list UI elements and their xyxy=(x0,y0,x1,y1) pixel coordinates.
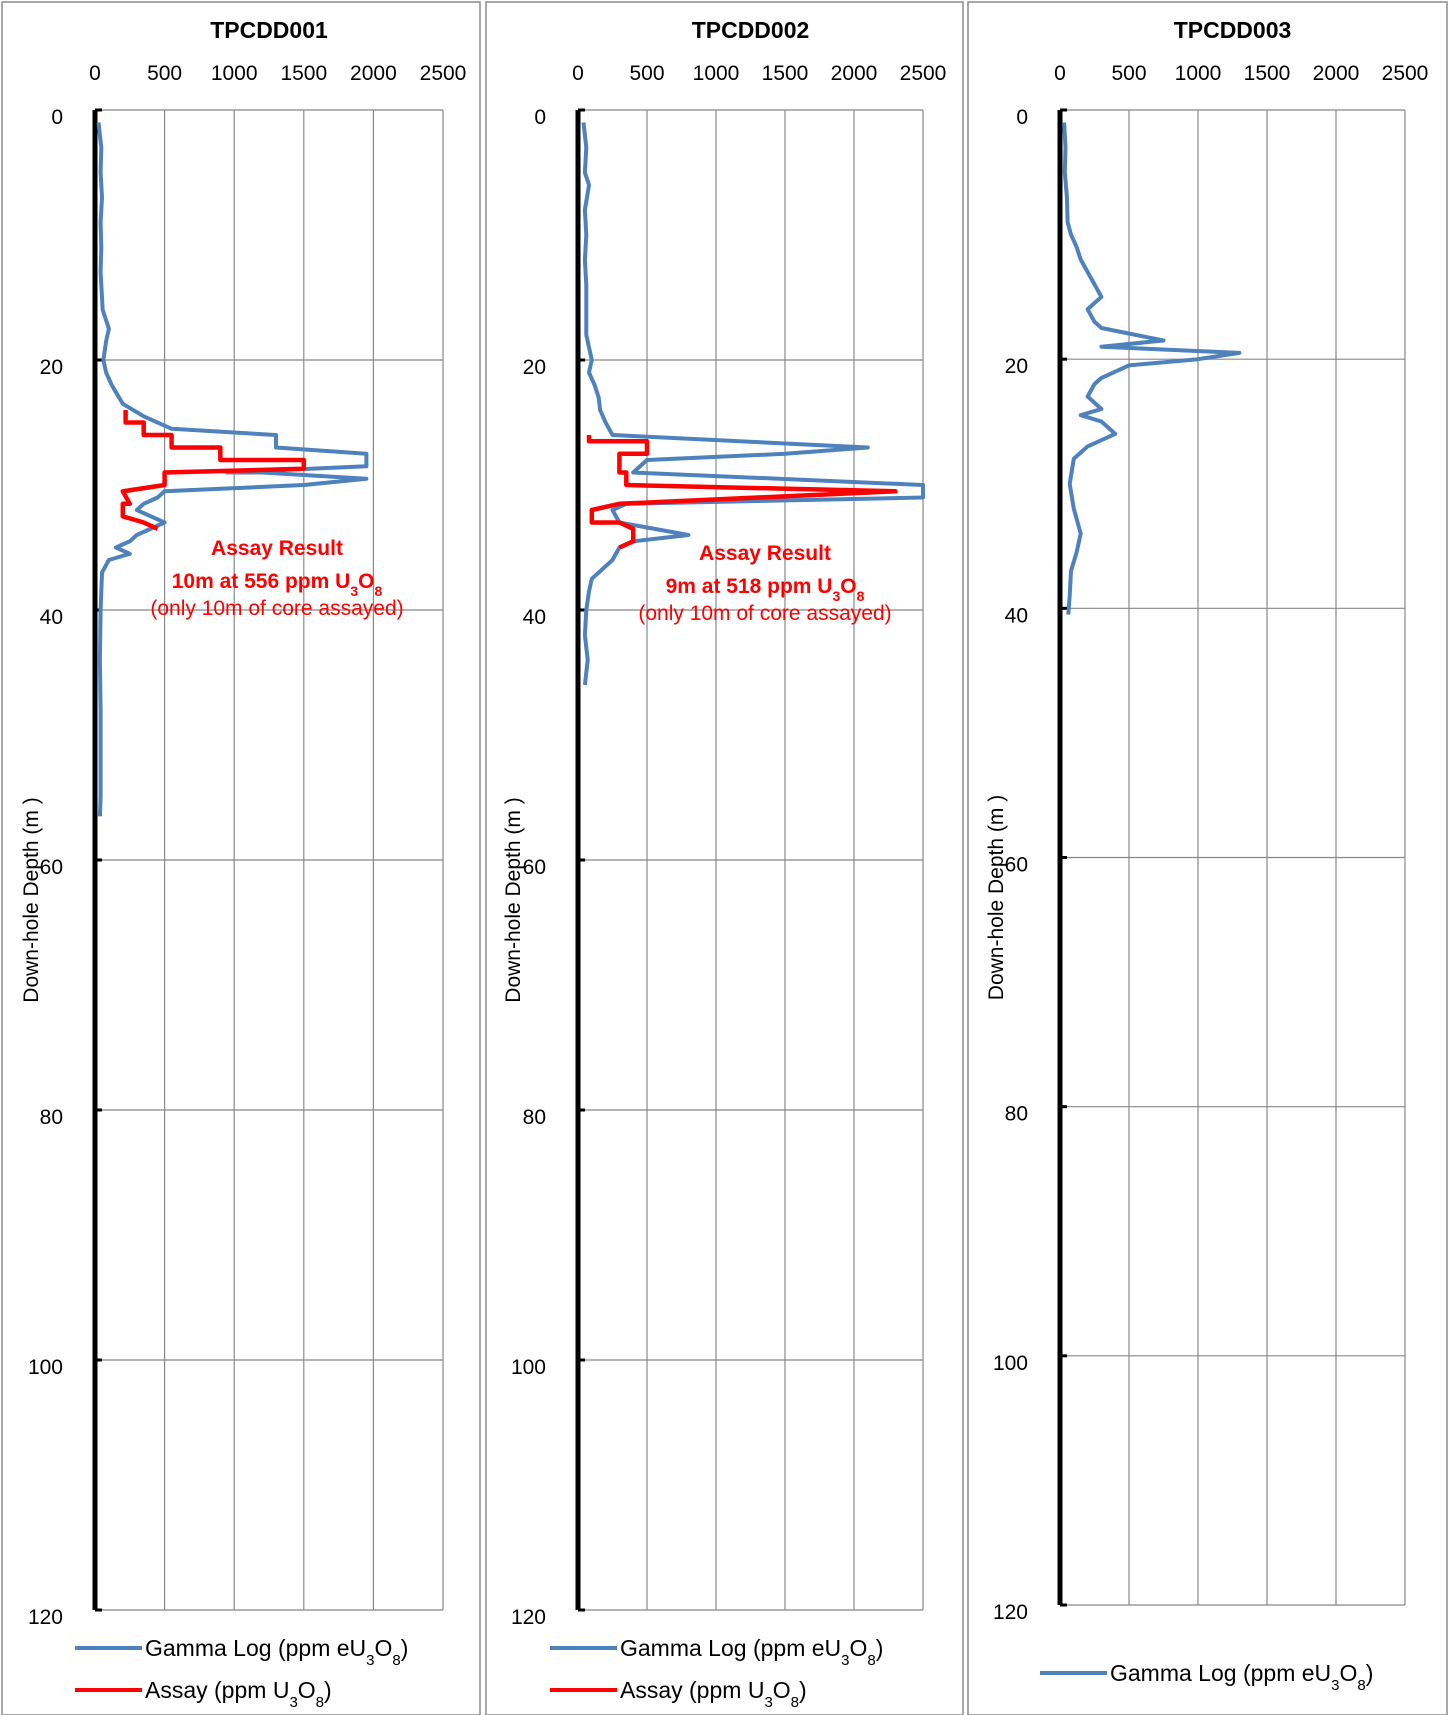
gamma-log-series xyxy=(1062,122,1242,615)
gamma-log-series xyxy=(581,122,925,686)
y-tick-label: 0 xyxy=(51,106,63,129)
y-tick-label: 120 xyxy=(511,1606,546,1629)
y-tick-label: 20 xyxy=(1005,355,1028,378)
y-tick-label: 80 xyxy=(523,1106,546,1129)
y-tick-label: 60 xyxy=(1005,854,1028,877)
y-axis-label: Down-hole Depth (m ) xyxy=(985,795,1008,1000)
x-tick-label: 500 xyxy=(1111,62,1146,85)
y-tick-label: 20 xyxy=(40,356,63,379)
x-tick-label: 2000 xyxy=(350,62,397,85)
legend-label: Gamma Log (ppm eU3O8) xyxy=(145,1635,408,1669)
y-tick-label: 0 xyxy=(534,106,546,129)
y-axis-label: Down-hole Depth (m ) xyxy=(502,797,525,1002)
chart-title: TPCDD003 xyxy=(1174,17,1292,43)
x-tick-label: 1500 xyxy=(762,62,809,85)
y-axis-label: Down-hole Depth (m ) xyxy=(20,797,43,1002)
x-tick-label: 0 xyxy=(89,62,101,85)
x-tick-label: 1000 xyxy=(693,62,740,85)
annotation-value: 10m at 556 ppm U3O8 xyxy=(172,570,383,599)
y-tick-label: 40 xyxy=(523,606,546,629)
x-tick-label: 1500 xyxy=(1244,62,1291,85)
x-tick-label: 0 xyxy=(1054,62,1066,85)
x-tick-label: 2500 xyxy=(420,62,467,85)
y-tick-label: 120 xyxy=(28,1606,63,1629)
annotation-title: Assay Result xyxy=(699,542,831,565)
annotation-title: Assay Result xyxy=(211,537,343,560)
x-tick-label: 1000 xyxy=(1175,62,1222,85)
y-tick-label: 0 xyxy=(1016,106,1028,129)
y-tick-label: 40 xyxy=(40,606,63,629)
x-tick-label: 1000 xyxy=(211,62,258,85)
assay-series xyxy=(120,410,307,531)
y-tick-label: 100 xyxy=(993,1352,1028,1375)
legend-label: Gamma Log (ppm eU3O8) xyxy=(1110,1660,1373,1694)
panel-frame xyxy=(967,1,1448,1715)
x-tick-label: 1500 xyxy=(280,62,327,85)
legend-label: Gamma Log (ppm eU3O8) xyxy=(620,1635,883,1669)
y-tick-label: 20 xyxy=(523,356,546,379)
annotation-note: (only 10m of core assayed) xyxy=(638,602,891,625)
x-tick-label: 500 xyxy=(629,62,664,85)
chart-panel-1: TPCDD001 0 500 1000 1500 2000 2500 0 20 40 60 80 100… xyxy=(1,1,481,1715)
y-tick-label: 80 xyxy=(40,1106,63,1129)
y-tick-label: 100 xyxy=(511,1356,546,1379)
y-tick-label: 120 xyxy=(993,1601,1028,1624)
annotation-value: 9m at 518 ppm U3O8 xyxy=(666,575,865,604)
chart-title: TPCDD002 xyxy=(692,17,810,43)
chart-panel-2: TPCDD002 0 500 1000 1500 2000 2500 0 20 40 60 80 100… xyxy=(485,1,964,1715)
assay-series xyxy=(586,435,898,550)
x-tick-label: 2500 xyxy=(900,62,947,85)
y-tick-label: 40 xyxy=(1005,604,1028,627)
x-tick-label: 2000 xyxy=(1313,62,1360,85)
y-tick-label: 100 xyxy=(28,1356,63,1379)
panel-frame xyxy=(1,1,481,1715)
x-tick-label: 500 xyxy=(147,62,182,85)
legend-label: Assay (ppm U3O8) xyxy=(145,1677,332,1711)
annotation-note: (only 10m of core assayed) xyxy=(150,597,403,620)
y-tick-label: 60 xyxy=(40,856,63,879)
x-tick-label: 0 xyxy=(572,62,584,85)
x-tick-label: 2500 xyxy=(1382,62,1429,85)
chart-title: TPCDD001 xyxy=(210,17,328,43)
legend-label: Assay (ppm U3O8) xyxy=(620,1677,807,1711)
chart-panel-3: TPCDD003 0 500 1000 1500 2000 2500 0 20 40 60 80 100… xyxy=(967,1,1448,1715)
x-tick-label: 2000 xyxy=(831,62,878,85)
y-tick-label: 60 xyxy=(523,856,546,879)
y-tick-label: 80 xyxy=(1005,1103,1028,1126)
panel-frame xyxy=(485,1,964,1715)
